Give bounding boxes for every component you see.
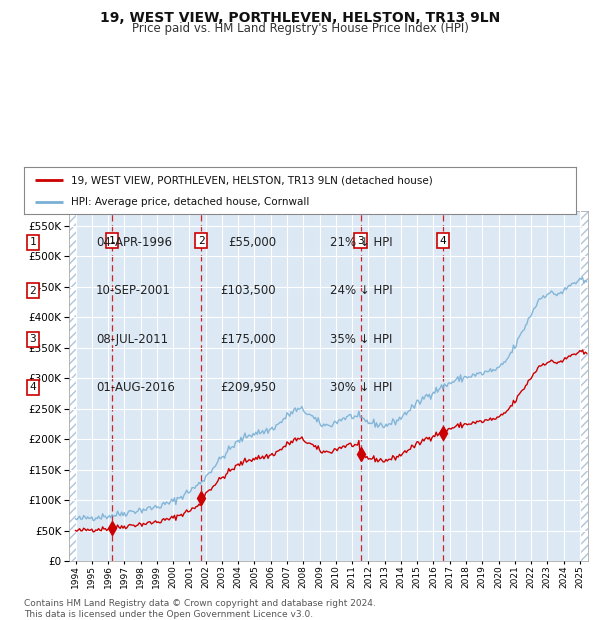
Text: 3: 3 bbox=[357, 236, 364, 246]
Text: 4: 4 bbox=[29, 383, 37, 392]
Bar bbox=[580, 211, 588, 561]
Text: 21% ↓ HPI: 21% ↓ HPI bbox=[330, 236, 392, 249]
Text: 30% ↓ HPI: 30% ↓ HPI bbox=[330, 381, 392, 394]
Text: £55,000: £55,000 bbox=[228, 236, 276, 249]
Text: 08-JUL-2011: 08-JUL-2011 bbox=[96, 333, 168, 345]
Text: £175,000: £175,000 bbox=[220, 333, 276, 345]
Text: £103,500: £103,500 bbox=[220, 285, 276, 297]
Text: Price paid vs. HM Land Registry's House Price Index (HPI): Price paid vs. HM Land Registry's House … bbox=[131, 22, 469, 35]
Bar bbox=[69, 211, 76, 561]
Text: 4: 4 bbox=[440, 236, 446, 246]
Text: 04-APR-1996: 04-APR-1996 bbox=[96, 236, 172, 249]
Text: 19, WEST VIEW, PORTHLEVEN, HELSTON, TR13 9LN: 19, WEST VIEW, PORTHLEVEN, HELSTON, TR13… bbox=[100, 11, 500, 25]
Text: 2: 2 bbox=[29, 286, 37, 296]
Text: Contains HM Land Registry data © Crown copyright and database right 2024.
This d: Contains HM Land Registry data © Crown c… bbox=[24, 600, 376, 619]
Text: 35% ↓ HPI: 35% ↓ HPI bbox=[330, 333, 392, 345]
Text: 3: 3 bbox=[29, 334, 37, 344]
Text: 1: 1 bbox=[109, 236, 115, 246]
Text: HPI: Average price, detached house, Cornwall: HPI: Average price, detached house, Corn… bbox=[71, 197, 309, 207]
Text: 1: 1 bbox=[29, 237, 37, 247]
Text: 2: 2 bbox=[198, 236, 205, 246]
Text: 01-AUG-2016: 01-AUG-2016 bbox=[96, 381, 175, 394]
Text: 10-SEP-2001: 10-SEP-2001 bbox=[96, 285, 171, 297]
Text: 19, WEST VIEW, PORTHLEVEN, HELSTON, TR13 9LN (detached house): 19, WEST VIEW, PORTHLEVEN, HELSTON, TR13… bbox=[71, 175, 433, 185]
Text: 24% ↓ HPI: 24% ↓ HPI bbox=[330, 285, 392, 297]
Text: £209,950: £209,950 bbox=[220, 381, 276, 394]
